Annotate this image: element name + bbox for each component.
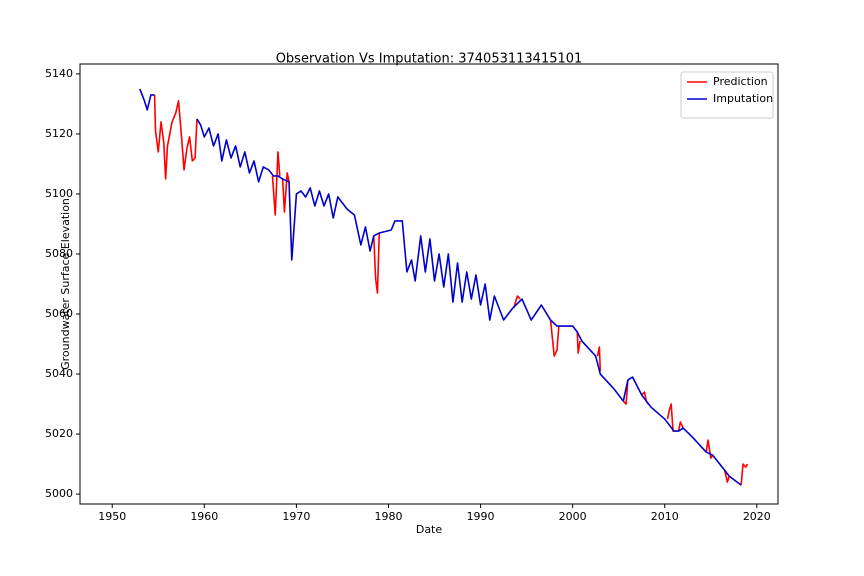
chart-title: Observation Vs Imputation: 3740531134151… xyxy=(276,52,583,67)
x-tick-label: 1950 xyxy=(98,510,126,523)
line-series xyxy=(139,88,742,486)
y-tick-label: 5140 xyxy=(45,67,73,80)
x-tick-label: 1980 xyxy=(374,510,402,523)
x-tick-label: 2020 xyxy=(743,510,771,523)
y-tick-label: 5120 xyxy=(45,127,73,140)
x-tick-label: 1990 xyxy=(467,510,495,523)
y-axis-label: Groundwater Surface Elevation xyxy=(59,198,72,370)
y-tick-label: 5100 xyxy=(45,187,73,200)
y-tick-label: 5040 xyxy=(45,367,73,380)
legend-label: Imputation xyxy=(713,92,773,105)
y-tick-label: 5080 xyxy=(45,247,73,260)
y-tick-label: 5060 xyxy=(45,307,73,320)
x-axis-label: Date xyxy=(416,523,443,536)
line-series xyxy=(153,94,749,486)
plot-frame xyxy=(79,63,779,505)
legend-label: Prediction xyxy=(713,75,768,88)
x-tick-label: 2000 xyxy=(559,510,587,523)
x-tick-label: 1960 xyxy=(190,510,218,523)
legend-box xyxy=(680,71,774,119)
y-tick-label: 5000 xyxy=(45,487,73,500)
x-tick-label: 2010 xyxy=(651,510,679,523)
x-tick-label: 1970 xyxy=(282,510,310,523)
y-tick-label: 5020 xyxy=(45,427,73,440)
